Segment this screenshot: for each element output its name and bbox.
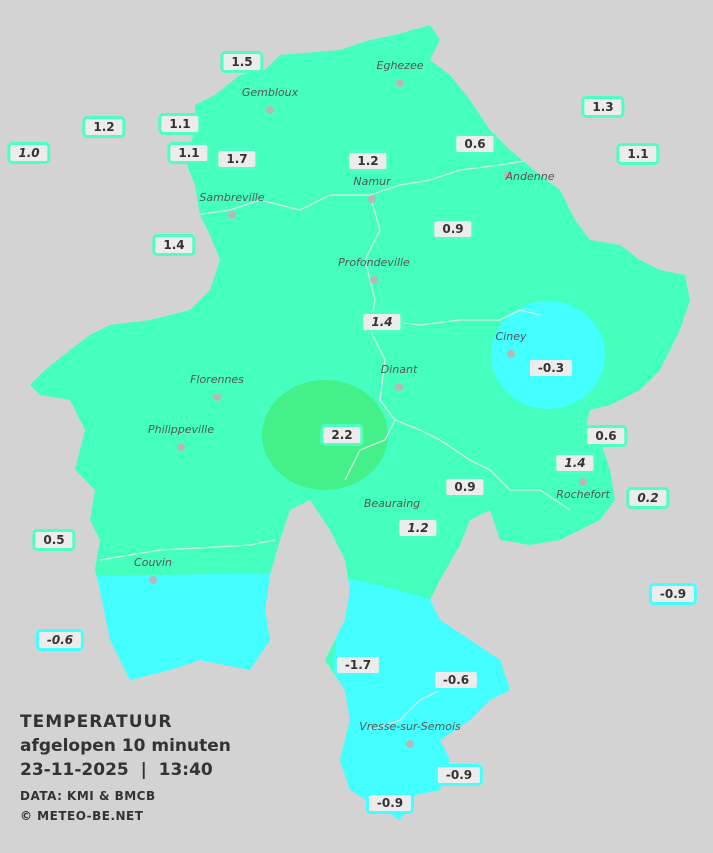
city-dot bbox=[177, 443, 185, 451]
city-dot bbox=[370, 276, 378, 284]
city-label: Sambreville bbox=[199, 191, 265, 204]
city-label: Andenne bbox=[505, 170, 555, 183]
station-temperature[interactable]: 1.1 bbox=[158, 113, 202, 135]
station-temperature[interactable]: 1.4 bbox=[553, 452, 597, 474]
city-dot bbox=[507, 350, 515, 358]
station-temperature[interactable]: 1.7 bbox=[215, 148, 259, 170]
station-temperature[interactable]: 1.5 bbox=[220, 51, 264, 73]
city-dot bbox=[504, 171, 512, 179]
station-temperature[interactable]: -1.7 bbox=[333, 654, 383, 676]
city-dot bbox=[406, 740, 414, 748]
city-dot bbox=[395, 383, 403, 391]
station-temperature[interactable]: 0.9 bbox=[431, 218, 475, 240]
city-label: Philippeville bbox=[148, 423, 214, 436]
city-label: Namur bbox=[353, 175, 391, 188]
zone-cold-south bbox=[330, 576, 530, 820]
station-temperature[interactable]: -0.6 bbox=[35, 629, 85, 651]
city-label: Rochefort bbox=[556, 488, 610, 501]
city-label: Beauraing bbox=[363, 497, 421, 510]
map-subtitle: afgelopen 10 minuten bbox=[20, 736, 231, 756]
station-temperature[interactable]: -0.3 bbox=[526, 357, 576, 379]
station-temperature[interactable]: 0.6 bbox=[584, 425, 628, 447]
station-temperature[interactable]: 1.0 bbox=[7, 142, 51, 164]
station-temperature[interactable]: -0.9 bbox=[648, 583, 698, 605]
city-label: Gembloux bbox=[241, 86, 299, 99]
station-temperature[interactable]: 0.2 bbox=[626, 487, 670, 509]
station-temperature[interactable]: 1.1 bbox=[167, 142, 211, 164]
station-temperature[interactable]: 1.4 bbox=[152, 234, 196, 256]
station-temperature[interactable]: 2.2 bbox=[320, 424, 364, 446]
city-label: Couvin bbox=[134, 556, 172, 569]
station-temperature[interactable]: 1.3 bbox=[581, 96, 625, 118]
city-dot bbox=[149, 576, 157, 584]
copyright: © METEO-BE.NET bbox=[20, 809, 144, 823]
station-temperature[interactable]: 1.2 bbox=[396, 517, 440, 539]
station-temperature[interactable]: 1.2 bbox=[82, 116, 126, 138]
city-label: Florennes bbox=[190, 373, 244, 386]
station-temperature[interactable]: -0.9 bbox=[365, 792, 415, 814]
station-temperature[interactable]: 0.5 bbox=[32, 529, 76, 551]
city-dot bbox=[368, 195, 376, 203]
city-label: Dinant bbox=[380, 363, 418, 376]
city-label: Eghezee bbox=[376, 59, 424, 72]
city-dot bbox=[213, 393, 221, 401]
station-temperature[interactable]: -0.6 bbox=[431, 669, 481, 691]
station-temperature[interactable]: 1.4 bbox=[360, 311, 404, 333]
city-label: Ciney bbox=[495, 330, 527, 343]
station-temperature[interactable]: 1.1 bbox=[616, 143, 660, 165]
city-label: Vresse-sur-Semois bbox=[359, 720, 461, 733]
city-label: Profondeville bbox=[338, 256, 410, 269]
station-temperature[interactable]: 0.6 bbox=[453, 133, 497, 155]
zone-cold-ciney bbox=[491, 301, 605, 409]
city-dot bbox=[579, 478, 587, 486]
legend: TEMPERATUUR afgelopen 10 minuten 23-11-2… bbox=[20, 710, 231, 826]
city-dot bbox=[228, 211, 236, 219]
station-temperature[interactable]: 0.9 bbox=[443, 476, 487, 498]
city-dot bbox=[266, 106, 274, 114]
map-datetime: 23-11-2025 | 13:40 bbox=[20, 760, 213, 780]
station-temperature[interactable]: 1.2 bbox=[346, 150, 390, 172]
data-source: DATA: KMI & BMCB bbox=[20, 789, 156, 803]
station-temperature[interactable]: -0.9 bbox=[434, 764, 484, 786]
city-dot bbox=[396, 79, 404, 87]
map-title: TEMPERATUUR bbox=[20, 712, 173, 732]
